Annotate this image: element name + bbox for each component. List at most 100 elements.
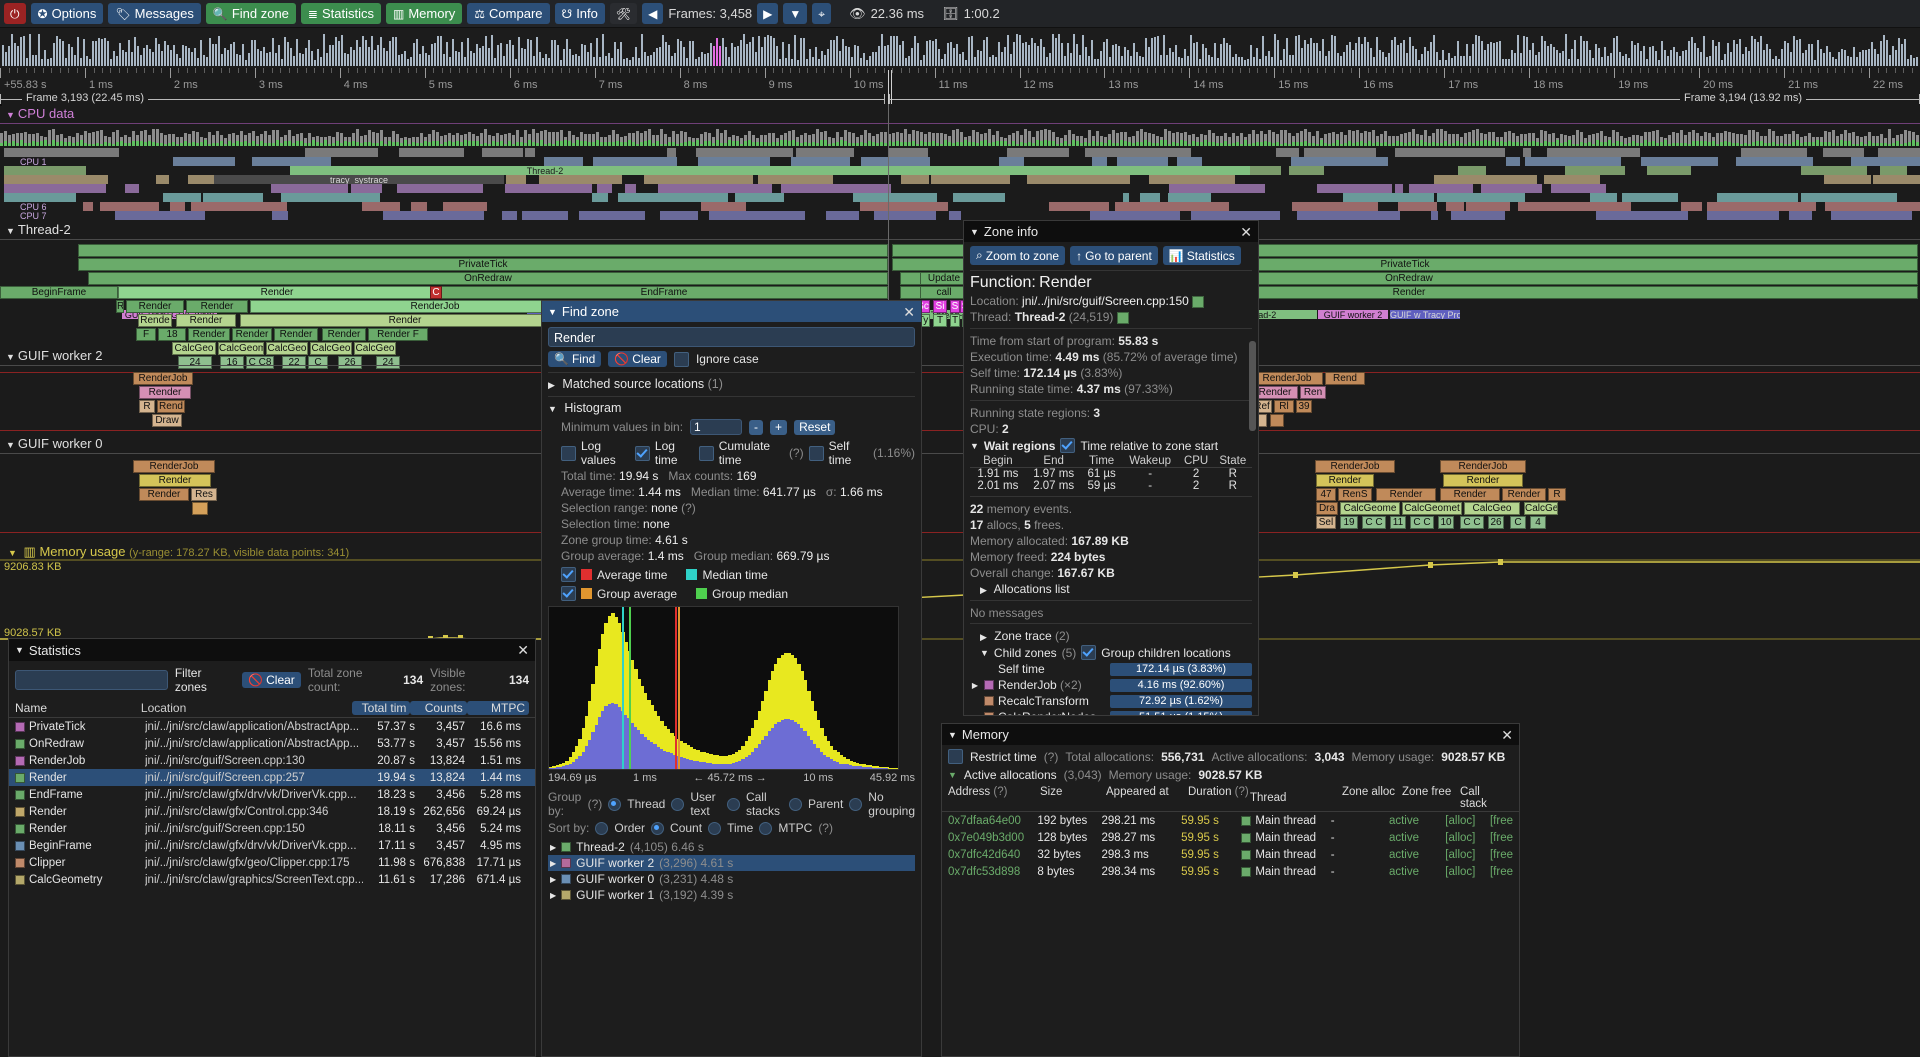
col-location[interactable]: Location (140, 701, 187, 715)
log-values-checkbox[interactable] (561, 445, 576, 461)
mem-col-header[interactable]: Zone free (1402, 786, 1452, 798)
zone-info-window[interactable]: ▼ Zone info ✕ ⌕ Zoom to zone ↑ Go to paren… (963, 220, 1259, 716)
close-icon[interactable]: ✕ (517, 642, 529, 658)
timeline-zone[interactable]: F (136, 328, 156, 341)
mem-call-stack[interactable]: [alloc] (1445, 848, 1476, 861)
histogram-section[interactable]: ▼ Histogram (548, 396, 915, 415)
location-value[interactable]: jni/../jni/src/guif/Screen.cpp:150 (1022, 294, 1189, 308)
matched-source-locations-row[interactable]: ▶ Matched source locations (1) (548, 372, 915, 391)
timeline-zone[interactable]: Render (139, 488, 189, 501)
timeline-zone[interactable]: 24 (178, 356, 212, 369)
table-row[interactable]: CalcGeometry jni/../jni/src/claw/graphics… (9, 871, 535, 888)
timeline-zone[interactable]: CalcGeo (172, 342, 216, 355)
group-by-thread-radio[interactable] (608, 797, 622, 811)
timeline-zone[interactable]: C C (1362, 516, 1386, 529)
find-button[interactable]: 🔍 Find (548, 351, 602, 367)
timeline-zone[interactable] (78, 244, 888, 257)
statistics-window[interactable]: ▼ Statistics ✕ Filter zones 🚫 Clear Total… (8, 638, 536, 1057)
timeline-zone[interactable]: 26 (338, 356, 362, 369)
crosshair-button[interactable]: ⌖ (812, 3, 832, 24)
timeline-zone[interactable]: 26 (1488, 516, 1504, 529)
col-total-time[interactable]: Total tim (352, 701, 411, 715)
table-row[interactable]: OnRedraw jni/../jni/src/claw/application/… (9, 735, 535, 752)
timeline-zone[interactable]: RenderJob (133, 460, 215, 473)
timeline-zone[interactable]: C (308, 356, 328, 369)
group-header-guif-worker-2[interactable]: ▼ GUIF worker 2 (6, 348, 103, 363)
statistics-button[interactable]: 📊 Statistics (1162, 246, 1241, 265)
mem-address[interactable]: 0x7dfc42d640 (948, 848, 1021, 861)
timeline-zone[interactable]: EndFrame (440, 286, 888, 299)
timeline-zone[interactable]: 39 (1296, 400, 1312, 413)
child-zone-row[interactable]: CalcRenderNodes 51.51 µs (1.15%) (970, 710, 1252, 715)
mem-col-header[interactable]: Size (1040, 786, 1063, 798)
table-row[interactable]: PrivateTick jni/../jni/src/claw/applicati… (9, 718, 535, 735)
table-row[interactable]: BeginFrame jni/../jni/src/claw/gfx/drv/vk… (9, 837, 535, 854)
timeline-zone[interactable]: 4 (1530, 516, 1546, 529)
clear-button[interactable]: 🚫 Clear (608, 351, 667, 367)
timeline-zone[interactable]: 11 (1390, 516, 1406, 529)
group-header-guif-worker-0[interactable]: ▼ GUIF worker 0 (6, 436, 103, 451)
timeline-zone[interactable]: call (920, 286, 968, 299)
timeline-zone[interactable]: Render (118, 286, 436, 299)
timeline-zone[interactable] (192, 502, 208, 515)
chevron-down-icon[interactable]: ▼ (15, 645, 24, 655)
timeline-zone[interactable]: RenderJob (133, 372, 193, 385)
close-icon[interactable]: ✕ (903, 303, 915, 320)
ignore-case-checkbox[interactable] (673, 351, 689, 367)
cumulate-hint[interactable]: (?) (788, 446, 804, 460)
table-row[interactable]: Render jni/../jni/src/guif/Screen.cpp:257… (9, 769, 535, 786)
find-zone-button[interactable]: 🔍 Find zone (205, 3, 296, 24)
wait-region-row[interactable]: 2.01 ms 2.07 ms 59 µs - 2 R (970, 480, 1252, 492)
timeline-zone[interactable]: RenderJob (250, 300, 620, 313)
timeline-zone[interactable]: Update (920, 272, 968, 285)
group-by-no-grouping-radio[interactable] (849, 797, 863, 811)
sort-by-time-radio[interactable] (708, 821, 722, 835)
group-average-toggle[interactable] (561, 586, 576, 601)
timeline-zone[interactable]: Render (1316, 474, 1374, 487)
info-button[interactable]: ☋ Info (554, 3, 605, 24)
chevron-down-icon[interactable]: ▼ (948, 729, 957, 740)
sort-by-mtpc-radio[interactable] (759, 821, 773, 835)
timeline-zone[interactable]: CalcGeo (1464, 502, 1520, 515)
options-button[interactable]: ✪ Options (30, 3, 104, 24)
self-time-checkbox[interactable] (808, 445, 824, 461)
timeline-zone[interactable]: Render (232, 328, 272, 341)
table-row[interactable]: 0x7dfc53d898 8 bytes 298.34 ms 59.95 s Main … (942, 863, 1519, 880)
timeline-zone[interactable]: Render (240, 314, 570, 327)
mem-col-header[interactable]: Address (?) (948, 786, 1008, 798)
clear-filter-button[interactable]: 🚫 Clear (242, 672, 301, 688)
tools-button[interactable]: 🛠 (609, 3, 638, 24)
chevron-down-icon[interactable]: ▼ (970, 226, 979, 237)
restrict-time-checkbox[interactable] (948, 749, 963, 764)
wait-regions-row[interactable]: ▼ Wait regions Time relative to zone sta… (970, 438, 1252, 453)
frames-menu-button[interactable]: ▼ (783, 3, 808, 24)
timeline-zone[interactable]: Si (933, 300, 947, 313)
timeline-zone[interactable]: R (116, 300, 124, 313)
timeline-zone[interactable]: Render (1440, 488, 1500, 501)
timeline-zone[interactable]: T (950, 314, 960, 327)
timeline-zone[interactable]: Sel (1316, 516, 1336, 529)
timeline-zone[interactable]: RenderJob (1315, 460, 1395, 473)
go-to-parent-button[interactable]: ↑ Go to parent (1070, 246, 1158, 265)
timeline-zone[interactable]: Dra (1316, 502, 1338, 515)
filter-zones-input[interactable] (15, 670, 168, 690)
col-mtpc[interactable]: MTPC (466, 701, 530, 715)
timeline-zone[interactable]: Render (139, 474, 211, 487)
timeline-zone[interactable]: Render (186, 300, 248, 313)
table-row[interactable]: Render jni/../jni/src/guif/Screen.cpp:150… (9, 820, 535, 837)
mem-address[interactable]: 0x7e049b3d00 (948, 831, 1025, 844)
mem-col-header[interactable]: Call stack (1460, 786, 1487, 810)
sort-by-order-radio[interactable] (595, 821, 609, 835)
timeline-zone[interactable]: Res (191, 488, 217, 501)
timeline-zone[interactable]: C C (1410, 516, 1434, 529)
cumulate-time-checkbox[interactable] (698, 445, 714, 461)
mem-call-stack-free[interactable]: [free (1489, 848, 1513, 861)
timeline-zone[interactable]: C C8 (246, 356, 274, 369)
timeline-zone[interactable]: Render (126, 300, 184, 313)
table-row[interactable]: Clipper jni/../jni/src/claw/gfx/geo/Clipp… (9, 854, 535, 871)
timeline-zone[interactable]: Render (188, 328, 230, 341)
mem-call-stack[interactable]: [alloc] (1445, 865, 1476, 878)
messages-button[interactable]: 🏷 Messages (108, 3, 201, 24)
memory-usage-plot[interactable]: ▼ ▥ Memory usage (y-range: 178.27 KB, vi… (0, 540, 1920, 645)
sort-by-count-radio[interactable] (651, 821, 665, 835)
